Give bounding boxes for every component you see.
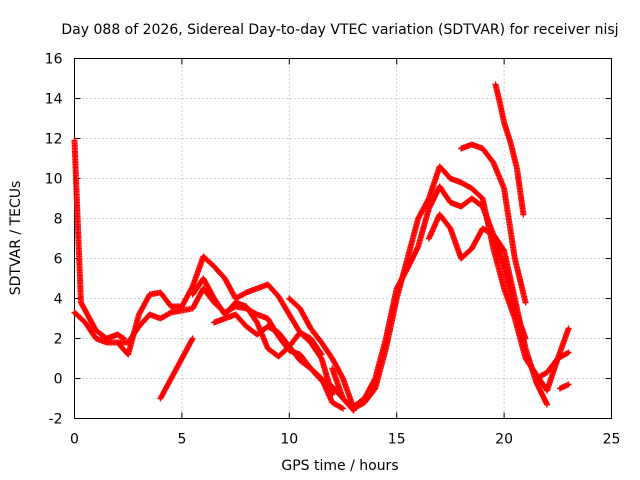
y-tick-label: 2	[54, 332, 63, 348]
x-tick-label: 20	[495, 432, 513, 448]
y-tick-label: 12	[45, 132, 63, 148]
series-track-b	[71, 253, 336, 398]
data-point	[340, 405, 346, 412]
data-point	[317, 350, 324, 357]
y-tick-label: 10	[45, 172, 63, 188]
x-axis-label: GPS time / hours	[281, 458, 398, 474]
data-point	[565, 325, 572, 332]
data-point	[565, 381, 572, 388]
x-tick-label: 10	[280, 432, 298, 448]
x-tick-label: 0	[70, 432, 79, 448]
series-track-d	[157, 335, 196, 402]
y-tick-label: 16	[45, 52, 63, 68]
data-point	[565, 349, 572, 356]
data-point	[522, 335, 529, 342]
data-point	[520, 211, 527, 218]
x-tick-label: 15	[388, 432, 406, 448]
series-track-l	[492, 81, 527, 218]
series-track-f	[211, 311, 357, 414]
data-point	[544, 401, 551, 408]
plot-frame	[74, 58, 612, 419]
series-track-n	[556, 381, 572, 392]
y-tick-label: 4	[54, 292, 63, 308]
y-tick-label: 6	[54, 252, 63, 268]
data-point	[318, 351, 325, 358]
series-track-j	[425, 211, 529, 342]
x-tick-label: 25	[603, 432, 621, 448]
grid-lines	[74, 58, 612, 419]
axis-ticks	[74, 58, 612, 419]
y-tick-label: 0	[54, 372, 63, 388]
series-track-k	[458, 141, 529, 306]
series-track-a	[71, 137, 127, 342]
y-axis-label: SDTVAR / TECUs	[8, 181, 24, 296]
data-point	[522, 299, 529, 306]
data-point	[189, 335, 196, 342]
y-tick-label: -2	[49, 412, 63, 428]
y-tick-label: 8	[54, 212, 63, 228]
y-tick-label: 14	[45, 92, 63, 108]
data-points	[71, 81, 572, 414]
series-track-m	[533, 325, 572, 382]
x-tick-label: 5	[177, 432, 186, 448]
series-track-c	[114, 285, 346, 412]
tick-labels: -2 0 2 4 6 8 10 12 14 16 0 5 10 15 20 25	[45, 52, 621, 448]
chart-title: Day 088 of 2026, Sidereal Day-to-day VTE…	[61, 22, 618, 38]
data-point	[500, 246, 507, 253]
